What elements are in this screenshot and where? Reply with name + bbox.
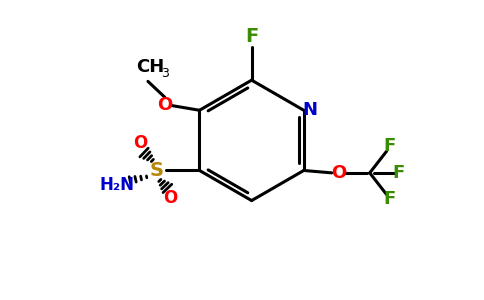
Text: 3: 3: [161, 67, 169, 80]
Text: H₂N: H₂N: [99, 176, 134, 194]
Text: F: F: [245, 27, 258, 46]
Text: O: O: [157, 96, 172, 114]
Text: N: N: [302, 101, 318, 119]
Text: CH: CH: [136, 58, 165, 76]
Text: F: F: [384, 190, 396, 208]
Text: S: S: [149, 161, 163, 180]
Text: F: F: [384, 137, 396, 155]
Text: F: F: [393, 164, 405, 182]
Text: O: O: [331, 164, 346, 182]
Text: O: O: [164, 189, 178, 207]
Text: O: O: [134, 134, 148, 152]
